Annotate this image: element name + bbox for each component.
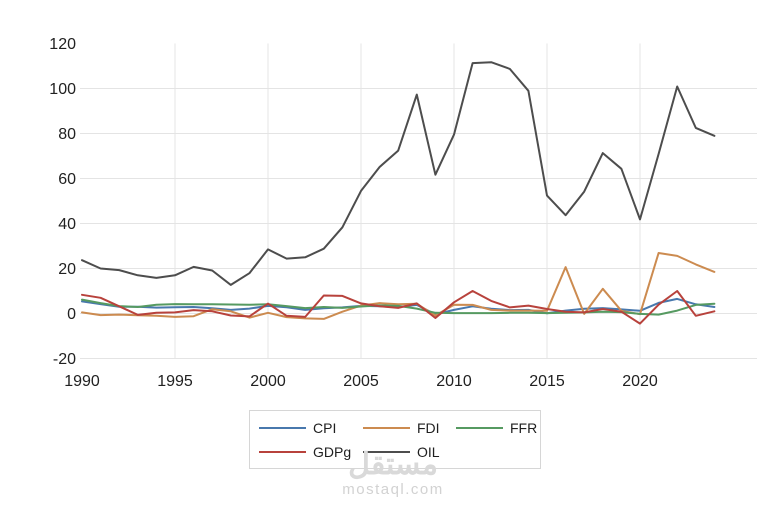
x-tick-label: 2020 xyxy=(622,373,658,390)
legend-line-sample xyxy=(259,426,306,429)
legend-item-cpi: CPI xyxy=(259,418,363,438)
x-tick-label: 2015 xyxy=(529,373,565,390)
legend-label: OIL xyxy=(417,443,440,460)
x-tick-label: 2000 xyxy=(250,373,286,390)
x-tick-label: 2005 xyxy=(343,373,379,390)
legend-item-ffr: FFR xyxy=(456,418,542,438)
legend-item-oil: OIL xyxy=(363,442,456,462)
x-tick-label: 1990 xyxy=(64,373,100,390)
legend-line-sample xyxy=(363,426,410,429)
y-tick-label: 40 xyxy=(58,216,76,233)
legend-label: FFR xyxy=(510,419,538,436)
y-tick-label: 100 xyxy=(49,81,76,98)
legend-label: FDI xyxy=(417,419,440,436)
y-tick-label: 20 xyxy=(58,261,76,278)
gdpg-line xyxy=(81,290,716,325)
legend-line-sample xyxy=(363,450,410,453)
chart-legend: CPI FDI FFR GDPg OIL xyxy=(249,410,541,469)
y-tick-label: 80 xyxy=(58,126,76,143)
legend-label: CPI xyxy=(313,419,337,436)
legend-label: GDPg xyxy=(313,443,352,460)
y-tick-label: 60 xyxy=(58,171,76,188)
oil-line xyxy=(81,61,716,286)
ffr-line xyxy=(81,298,716,316)
legend-item-gdpg: GDPg xyxy=(259,442,363,462)
legend-item-fdi: FDI xyxy=(363,418,456,438)
x-tick-label: 2010 xyxy=(436,373,472,390)
y-tick-label: 120 xyxy=(49,36,76,53)
x-tick-label: 1995 xyxy=(157,373,193,390)
y-tick-label: 0 xyxy=(67,306,76,323)
legend-line-sample xyxy=(259,450,306,453)
fdi-line xyxy=(81,252,716,320)
y-tick-label: -20 xyxy=(53,351,76,368)
legend-line-sample xyxy=(456,426,503,429)
